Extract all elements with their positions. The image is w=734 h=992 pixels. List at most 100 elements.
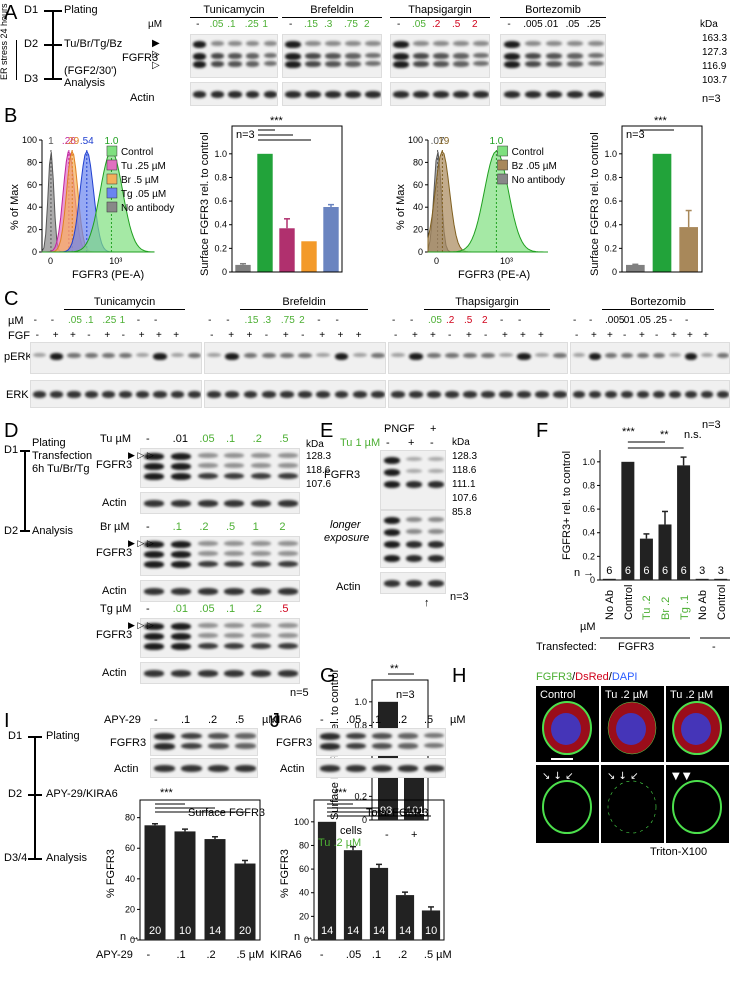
xdose-label-j: .5 µM	[423, 949, 452, 961]
blot-band	[197, 633, 218, 638]
blot-band	[170, 453, 192, 460]
blot-band	[245, 61, 260, 67]
blot-band	[365, 61, 381, 67]
blot-band	[393, 41, 409, 48]
blot-band	[154, 765, 175, 772]
blot-band	[197, 453, 218, 458]
dose-label-a: -	[507, 19, 511, 30]
histogram-ylabel: % of Max	[9, 184, 21, 230]
y-tick-label: 100	[294, 817, 309, 827]
blot-band	[197, 643, 218, 650]
dose-label-a: 1	[262, 19, 268, 30]
blot-band	[210, 41, 225, 46]
blot-band	[427, 353, 441, 359]
fgf-sign: -	[484, 330, 488, 341]
bar-frame	[621, 125, 703, 273]
blot-band	[170, 391, 184, 398]
y-tick-label: 40	[27, 202, 37, 212]
pointer-arrows: ↘ ↓ ↙	[542, 771, 574, 782]
blot-band	[413, 91, 429, 98]
count-label-j: 14	[373, 925, 386, 937]
blot-band	[197, 473, 218, 480]
group-header-c: Tunicamycin	[64, 296, 185, 310]
blot-band	[383, 517, 401, 524]
blot-band	[365, 53, 381, 59]
dose-label-c: -	[226, 315, 230, 326]
significance-label: ***	[270, 115, 283, 127]
y-tick-label: 0	[362, 815, 367, 825]
blot-band	[170, 541, 192, 548]
blot-band	[503, 91, 520, 98]
peak-label: 1.0	[104, 136, 118, 147]
blot-band	[298, 391, 312, 398]
peak-label: 1.0	[489, 136, 503, 147]
blot-band	[144, 453, 165, 460]
blot-band	[144, 643, 165, 650]
blot-band	[588, 41, 605, 46]
tu-sign: -	[430, 437, 434, 449]
fgf-sign: +	[466, 330, 472, 341]
sign-g: +	[411, 829, 418, 841]
y-tick-label: 60	[125, 843, 135, 853]
blot-band	[453, 91, 469, 98]
blot-band	[197, 500, 218, 507]
y-tick-label: 0.6	[582, 504, 595, 514]
cell-membrane	[672, 701, 722, 755]
blot-band	[305, 61, 321, 68]
actin-blot-a	[390, 82, 490, 106]
blot-band	[279, 353, 294, 359]
dose-label-a: -	[397, 19, 401, 30]
blot-band	[334, 391, 349, 398]
erk-blot	[570, 380, 730, 408]
y-tick-label: 0.4	[604, 220, 617, 230]
blot-band	[263, 91, 277, 98]
blot-band	[170, 633, 192, 640]
blot-band	[224, 670, 245, 677]
n-label-d: n=5	[290, 687, 309, 699]
category-label-f: Control	[715, 584, 728, 620]
panel-label-i: I	[4, 710, 10, 732]
significance-label: **	[390, 663, 399, 675]
blot-band	[370, 353, 385, 359]
panel-label-j: J	[270, 710, 280, 732]
n-marker-f: n →	[574, 567, 595, 579]
blot-band	[427, 469, 445, 474]
fgfr3-blot-a	[282, 34, 382, 78]
group-header-a: Brefeldin	[282, 4, 382, 18]
dose-label-c: 1	[119, 315, 126, 326]
peak-label: .19	[435, 136, 449, 147]
blot-band	[144, 541, 165, 548]
blot-band	[224, 500, 245, 507]
blot-band	[245, 41, 260, 46]
blot-band	[393, 91, 409, 98]
blot-band	[250, 633, 272, 638]
actin-label-i: Actin	[114, 763, 139, 775]
y-tick-label: 1.0	[214, 149, 227, 159]
micrograph-merged	[601, 686, 664, 762]
blot-band	[224, 473, 245, 480]
blot-band	[424, 765, 444, 772]
blot-band	[285, 91, 301, 98]
blot-band	[503, 53, 520, 60]
count-label-i: 20	[239, 925, 252, 937]
blot-band	[427, 529, 445, 534]
y-tick-label: 0	[130, 935, 135, 945]
dose-label-a: .05	[209, 19, 224, 30]
y-tick-label: 20	[125, 904, 135, 914]
longer-exposure-blot	[380, 510, 446, 568]
fgfr3-blot-d	[140, 448, 300, 488]
blot-band	[224, 453, 245, 458]
panel-label-b: B	[4, 105, 18, 127]
blot-band	[553, 353, 567, 359]
blot-band	[668, 353, 682, 358]
count-label-f: 3	[699, 565, 706, 577]
dose-label-d: -	[146, 603, 150, 615]
fgf-sign: -	[575, 330, 579, 341]
fgf-sign: +	[430, 330, 436, 341]
category-label-f: Br .2	[660, 596, 672, 620]
xdose-label-j: .2	[397, 949, 408, 961]
legend-label: No antibody	[512, 175, 565, 186]
dose-label-c: .5	[464, 315, 473, 326]
xdose-label-i: .2	[206, 949, 216, 961]
dose-label-a: .75	[344, 19, 358, 30]
